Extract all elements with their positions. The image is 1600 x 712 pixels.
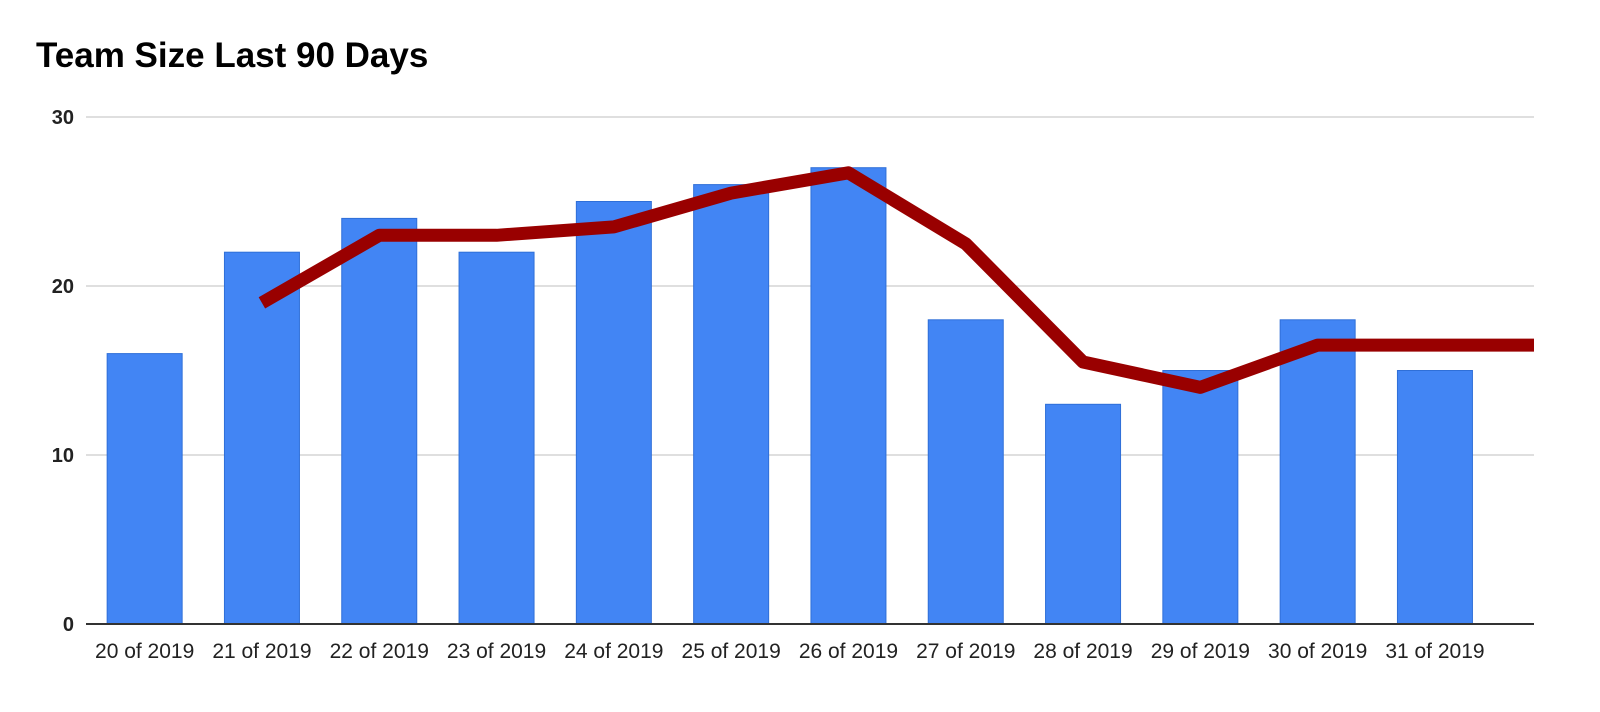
bar [575,201,652,625]
x-tick-label: 23 of 2019 [447,640,546,663]
tick-labels: 0 10 20 30 20 of 2019 21 of 2019 22 of 2019 23 … [52,107,1485,663]
bar [223,251,300,625]
bar [1396,370,1473,625]
y-tick-label: 20 [52,276,74,298]
x-tick-label: 25 of 2019 [682,640,781,663]
bar-series [106,167,1473,625]
trend-line [258,166,1534,394]
bar [106,353,183,625]
y-tick-label: 10 [52,445,74,467]
x-tick-label: 21 of 2019 [212,640,311,663]
bar [693,184,770,625]
bar [1045,403,1122,625]
bar [458,251,535,625]
y-tick-label: 0 [63,614,74,636]
bar [341,217,418,625]
trend-line-series [258,166,1534,394]
x-tick-label: 20 of 2019 [95,640,194,663]
x-tick-label: 28 of 2019 [1033,640,1132,663]
chart-title: Team Size Last 90 Days [36,36,429,75]
x-tick-label: 27 of 2019 [916,640,1015,663]
bar [1162,370,1239,625]
bar [927,319,1004,625]
x-tick-label: 29 of 2019 [1151,640,1250,663]
x-tick-label: 30 of 2019 [1268,640,1367,663]
y-tick-label: 30 [52,107,74,129]
x-tick-label: 22 of 2019 [330,640,429,663]
bar [1279,319,1356,625]
x-tick-label: 26 of 2019 [799,640,898,663]
x-tick-label: 31 of 2019 [1385,640,1484,663]
bar [810,167,887,625]
x-tick-label: 24 of 2019 [564,640,663,663]
